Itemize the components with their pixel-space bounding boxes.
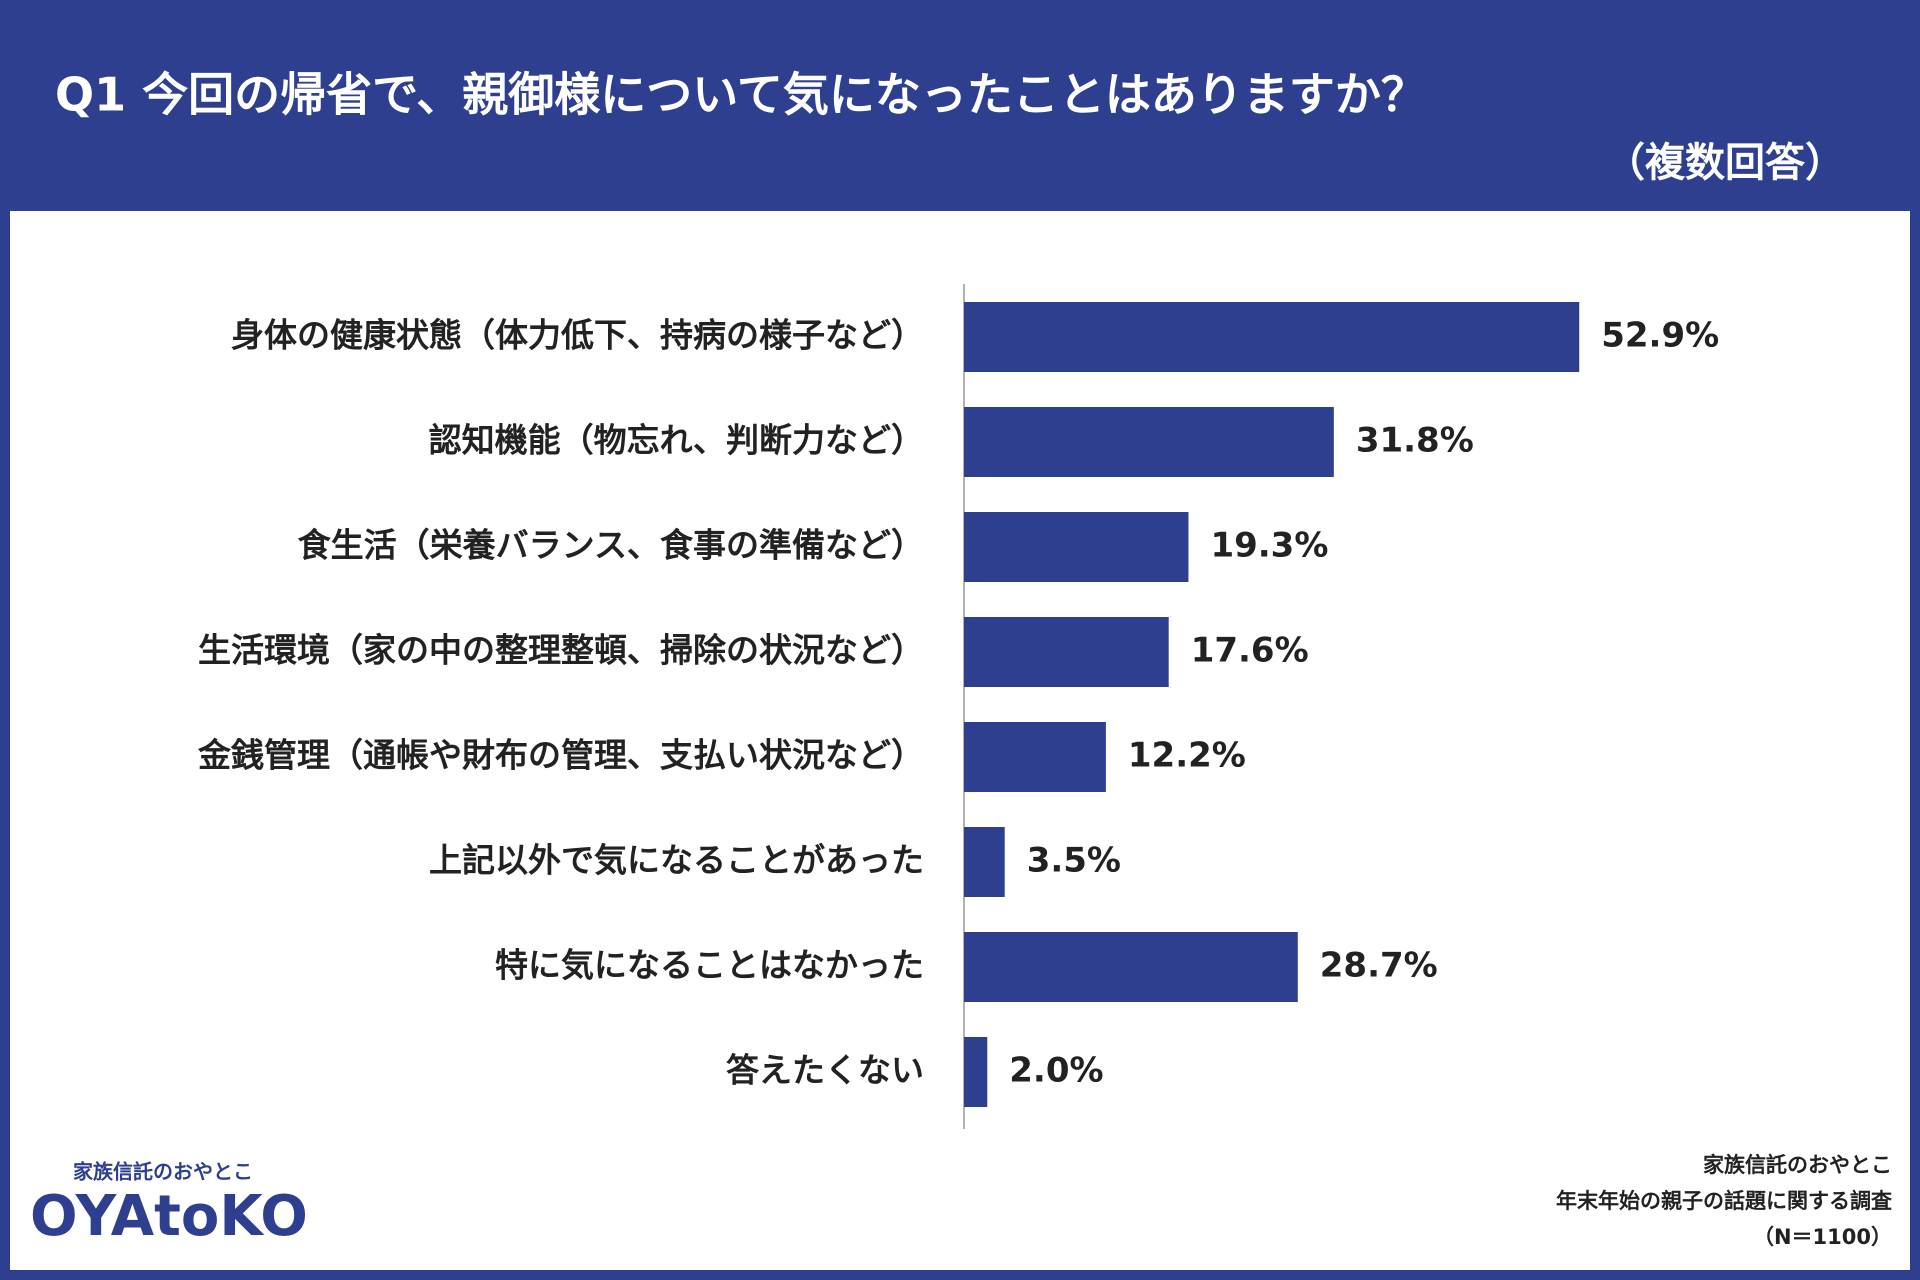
value-label: 31.8% [1356,421,1474,461]
source-line: 家族信託のおやとこ [1703,1153,1892,1177]
bar [964,827,1005,897]
bar [964,722,1106,792]
value-label: 12.2% [1128,736,1246,776]
bar [964,302,1580,372]
chart-subtitle: （複数回答） [1605,140,1845,186]
bar [964,407,1334,477]
category-label: 答えたくない [726,1051,924,1090]
source-line: （N＝1100） [1753,1225,1892,1249]
category-label: 金銭管理（通帳や財布の管理、支払い状況など） [197,736,924,775]
logo-tagline: 家族信託のおやとこ [73,1160,253,1184]
category-label: 認知機能（物忘れ、判断力など） [429,421,924,460]
bar [964,1037,988,1107]
bar [964,617,1169,687]
category-label: 食生活（栄養バランス、食事の準備など） [298,526,924,565]
value-label: 19.3% [1210,526,1328,566]
value-label: 3.5% [1027,841,1121,881]
value-label: 28.7% [1320,946,1438,986]
chart-title: Q1 今回の帰省で、親御様について気になったことはありますか？ [55,68,1427,122]
bar [964,932,1298,1002]
bar [964,512,1189,582]
value-label: 17.6% [1191,631,1309,671]
value-label: 52.9% [1601,316,1719,356]
value-label: 2.0% [1009,1051,1103,1091]
category-label: 特に気になることはなかった [495,946,924,985]
panel [10,211,1910,1270]
category-label: 上記以外で気になることがあった [429,841,924,880]
category-label: 身体の健康状態（体力低下、持病の様子など） [231,316,924,355]
logo-name: OYAtoKO [30,1184,308,1249]
category-label: 生活環境（家の中の整理整頓、掃除の状況など） [198,631,924,670]
source-line: 年末年始の親子の話題に関する調査 [1556,1189,1892,1213]
